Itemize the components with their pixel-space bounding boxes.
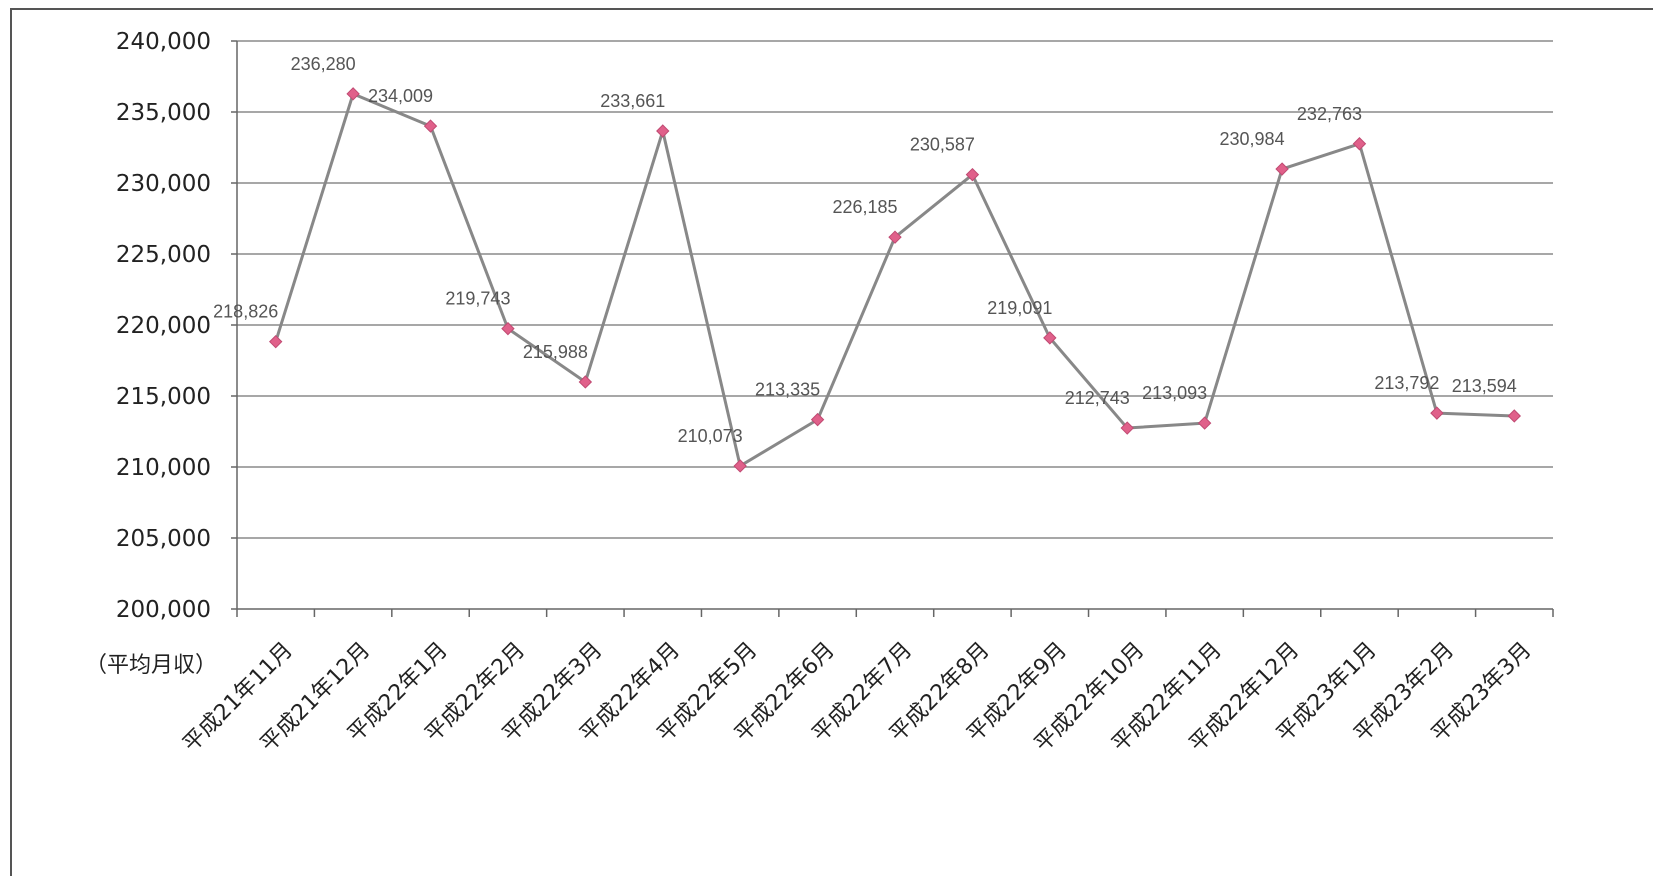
data-point [965,167,980,182]
data-label: 230,984 [1220,129,1285,149]
data-label: 234,009 [368,86,433,106]
data-point [1352,137,1367,151]
data-point [888,230,902,244]
data-point [501,321,515,336]
data-label: 236,280 [291,54,356,74]
data-point [733,459,747,473]
data-point [1430,406,1444,420]
series-line [274,92,1515,468]
y-tick-label: 235,000 [116,100,211,126]
y-tick-label: 240,000 [116,29,211,55]
y-tick-label: 205,000 [116,526,211,552]
chart-frame [10,8,1653,876]
y-tick-label: 220,000 [116,313,211,339]
data-point [1043,331,1057,345]
y-tick-label: 200,000 [116,597,211,623]
y-axis-label: （平均月収） [85,653,217,678]
y-tick-label: 230,000 [116,171,211,197]
y-tick-label: 225,000 [116,242,211,268]
data-point [1507,409,1522,423]
data-point [423,119,438,133]
data-label: 219,091 [987,298,1052,318]
y-tick-label: 210,000 [116,455,211,481]
data-label: 210,073 [678,426,743,446]
data-point [1275,162,1289,176]
data-point [1120,421,1134,435]
data-label: 215,988 [523,342,588,362]
data-label: 213,792 [1374,373,1439,393]
data-point [268,334,283,349]
data-label: 218,826 [213,302,278,322]
data-label: 213,594 [1452,376,1517,396]
data-point [346,87,360,101]
data-label: 233,661 [600,91,665,111]
data-point [810,412,825,427]
data-point [1197,416,1212,430]
y-tick-label: 215,000 [116,384,211,410]
data-point [578,375,593,389]
data-label: 213,093 [1142,383,1207,403]
data-label: 219,743 [445,289,510,309]
data-label: 213,335 [755,380,820,400]
data-label: 230,587 [910,135,975,155]
data-point [656,124,670,138]
data-label: 226,185 [832,197,897,217]
data-label: 212,743 [1065,388,1130,408]
data-label: 232,763 [1297,104,1362,124]
